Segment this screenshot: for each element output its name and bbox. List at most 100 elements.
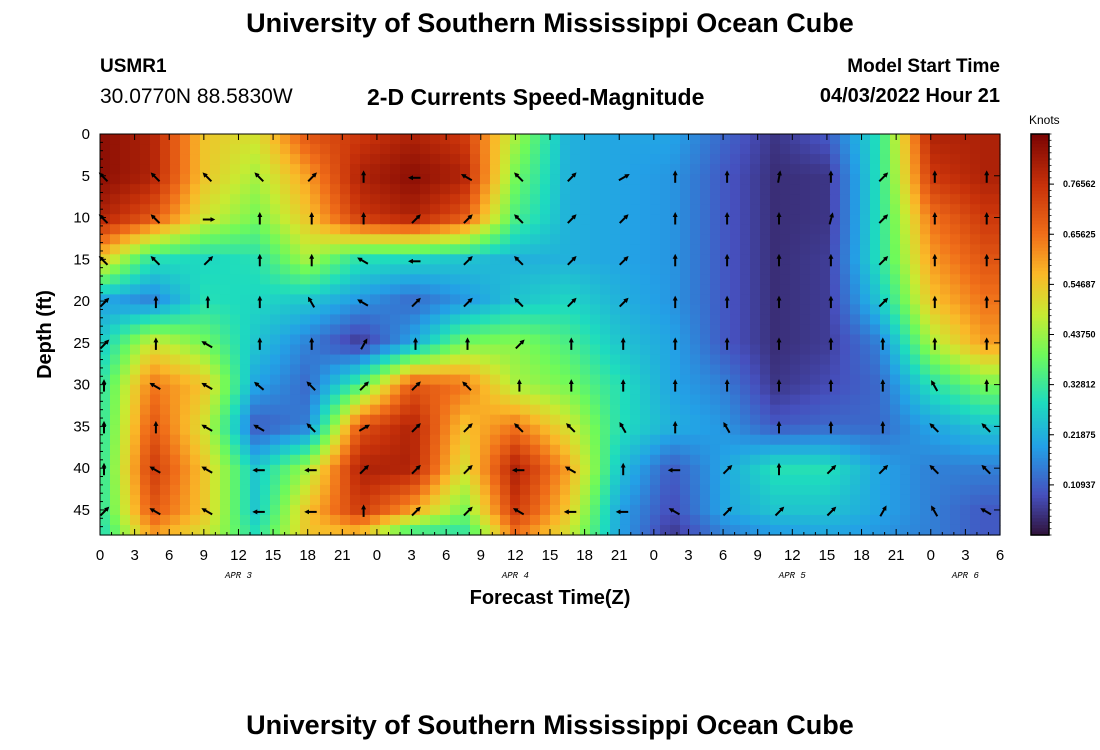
colorbar-swatch <box>1031 224 1049 229</box>
heatmap-cell <box>460 134 471 145</box>
heatmap-cell <box>670 524 681 536</box>
heatmap-cell <box>380 314 391 326</box>
heatmap-cell <box>460 504 471 516</box>
heatmap-cell <box>860 214 871 225</box>
heatmap-cell <box>900 444 911 456</box>
colorbar-swatch <box>1031 217 1049 222</box>
heatmap-cell <box>950 274 961 285</box>
heatmap-cell <box>470 214 481 225</box>
heatmap-cell <box>360 434 371 446</box>
heatmap-cell <box>530 434 541 446</box>
heatmap-cell <box>680 454 691 466</box>
heatmap-cell <box>760 464 771 476</box>
heatmap-cell <box>440 214 451 225</box>
heatmap-cell <box>940 504 951 516</box>
heatmap-cell <box>330 144 341 155</box>
heatmap-cell <box>110 204 121 215</box>
heatmap-cell <box>170 164 181 175</box>
heatmap-cell <box>480 264 491 275</box>
heatmap-cell <box>140 514 151 526</box>
heatmap-cell <box>500 404 511 416</box>
heatmap-cell <box>310 404 321 416</box>
current-arrow <box>463 256 473 266</box>
heatmap-cell <box>120 164 131 175</box>
heatmap-cell <box>470 424 481 436</box>
heatmap-cell <box>760 434 771 446</box>
heatmap-cell <box>980 304 991 316</box>
heatmap-cell <box>550 204 561 215</box>
heatmap-cell <box>110 134 121 145</box>
heatmap-cell <box>390 254 401 265</box>
heatmap-cell <box>660 344 671 356</box>
heatmap-cell <box>380 484 391 496</box>
heatmap-cell <box>480 424 491 436</box>
heatmap-cell <box>180 254 191 265</box>
heatmap-cell <box>550 154 561 165</box>
heatmap-cell <box>100 304 111 316</box>
heatmap-cell <box>250 154 261 165</box>
heatmap-cell <box>390 424 401 436</box>
current-arrow <box>149 508 161 516</box>
heatmap-cell <box>620 184 631 195</box>
heatmap-cell <box>120 264 131 275</box>
heatmap-cell <box>310 334 321 346</box>
heatmap-cell <box>770 214 781 225</box>
current-arrow <box>514 214 524 224</box>
heatmap-cell <box>440 404 451 416</box>
heatmap-cell <box>390 164 401 175</box>
heatmap-cell <box>510 334 521 346</box>
heatmap-cell <box>590 274 601 285</box>
heatmap-cell <box>700 234 711 245</box>
heatmap-cell <box>530 374 541 386</box>
heatmap-cell <box>360 154 371 165</box>
heatmap-cell <box>130 464 141 476</box>
heatmap-cell <box>480 244 491 255</box>
heatmap-cell <box>290 264 301 275</box>
heatmap-cell <box>350 494 361 506</box>
heatmap-cell <box>440 264 451 275</box>
heatmap-cell <box>310 314 321 326</box>
heatmap-cell <box>430 224 441 235</box>
heatmap-cell <box>510 474 521 486</box>
heatmap-cell <box>940 254 951 265</box>
heatmap-cell <box>750 244 761 255</box>
heatmap-cell <box>180 224 191 235</box>
colorbar-swatch <box>1031 438 1049 443</box>
heatmap-cell <box>650 244 661 255</box>
heatmap-cell <box>530 394 541 406</box>
heatmap-cell <box>640 304 651 316</box>
heatmap-cell <box>600 164 611 175</box>
current-arrow <box>359 464 369 475</box>
heatmap-cell <box>350 444 361 456</box>
heatmap-cell <box>180 514 191 526</box>
heatmap-cell <box>820 204 831 215</box>
heatmap-cell <box>330 294 341 306</box>
heatmap-cell <box>600 284 611 296</box>
heatmap-cell <box>860 164 871 175</box>
heatmap-cell <box>100 344 111 356</box>
heatmap-cell <box>360 174 371 185</box>
heatmap-cell <box>640 404 651 416</box>
heatmap-cell <box>640 254 651 265</box>
heatmap-cell <box>960 264 971 275</box>
heatmap-cell <box>270 174 281 185</box>
heatmap-cell <box>380 474 391 486</box>
heatmap-cell <box>850 474 861 486</box>
heatmap-cell <box>280 304 291 316</box>
current-arrow <box>514 256 524 266</box>
heatmap-cell <box>610 494 621 506</box>
heatmap-cell <box>450 174 461 185</box>
heatmap-cell <box>250 284 261 296</box>
heatmap-cell <box>990 364 1001 376</box>
heatmap-cell <box>240 144 251 155</box>
heatmap-cell <box>710 204 721 215</box>
heatmap-cell <box>980 254 991 265</box>
heatmap-cell <box>560 314 571 326</box>
heatmap-cell <box>290 384 301 396</box>
heatmap-cell <box>660 314 671 326</box>
heatmap-cell <box>860 294 871 306</box>
heatmap-cell <box>850 394 861 406</box>
heatmap-cell <box>500 254 511 265</box>
heatmap-cell <box>640 414 651 426</box>
heatmap-cell <box>740 254 751 265</box>
